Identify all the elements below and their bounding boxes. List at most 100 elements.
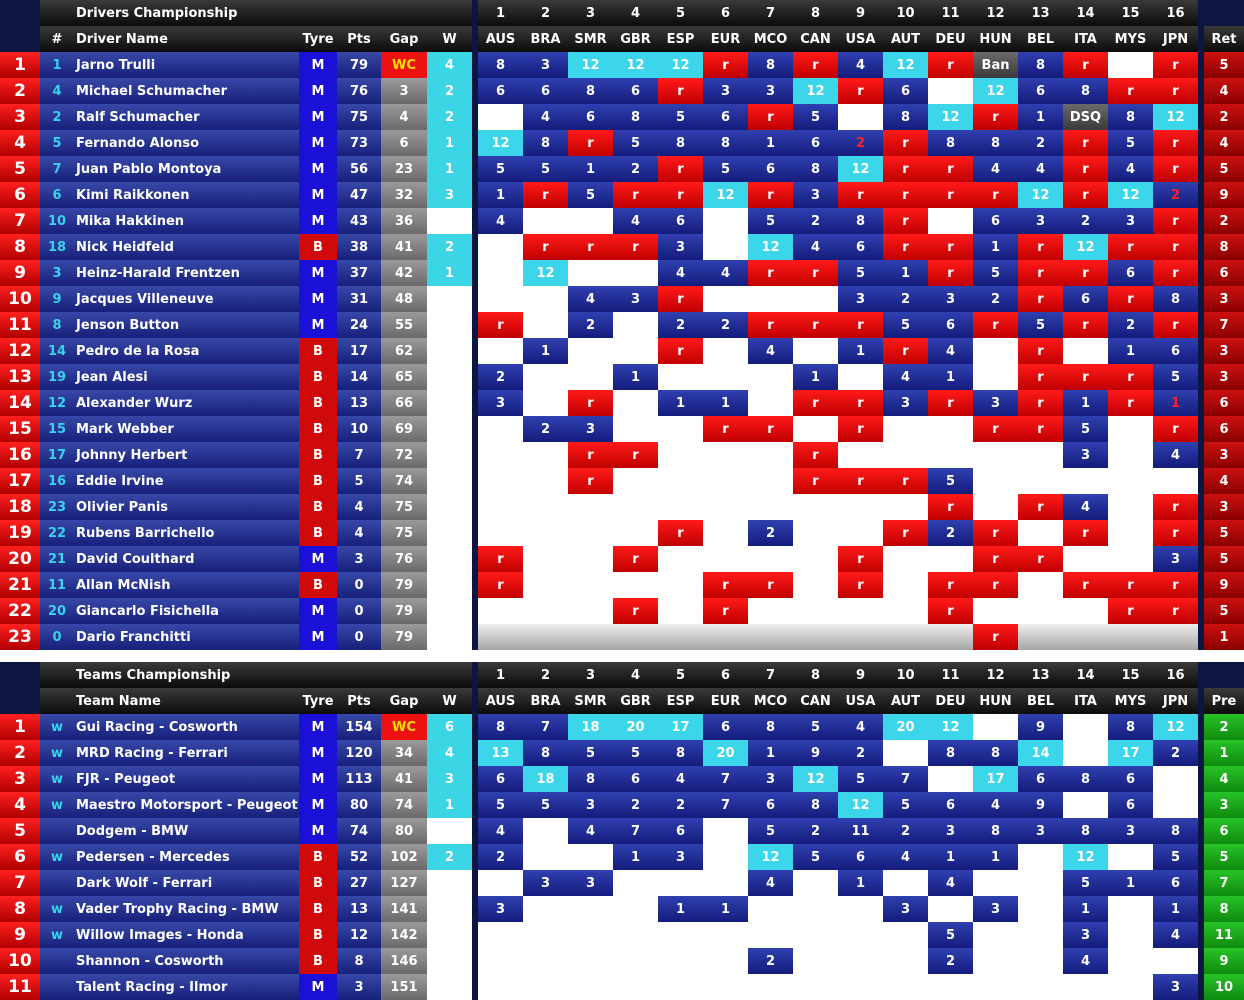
drivers-car-number: 12 <box>40 390 74 416</box>
drivers-race-result: 12 <box>613 52 658 78</box>
drivers-round-number: 10 <box>883 0 928 26</box>
drivers-name[interactable]: Fernando Alonso <box>74 130 299 156</box>
drivers-name[interactable]: Olivier Panis <box>74 494 299 520</box>
drivers-name[interactable]: Alexander Wurz <box>74 390 299 416</box>
teams-col-race-deu: DEU <box>928 688 973 714</box>
teams-race-result: 9 <box>1018 792 1063 818</box>
drivers-name[interactable]: Kimi Raikkonen <box>74 182 299 208</box>
teams-race-result: 1 <box>703 896 748 922</box>
teams-race-result <box>478 974 523 1000</box>
drivers-name[interactable]: Rubens Barrichello <box>74 520 299 546</box>
teams-race-result: 5 <box>793 844 838 870</box>
drivers-race-result <box>523 572 568 598</box>
teams-race-result: 8 <box>748 714 793 740</box>
drivers-name[interactable]: Michael Schumacher <box>74 78 299 104</box>
drivers-race-result <box>523 364 568 390</box>
teams-race-result <box>838 948 883 974</box>
teams-name[interactable]: Pedersen - Mercedes <box>74 844 299 870</box>
drivers-race-result <box>478 468 523 494</box>
teams-race-result: 12 <box>793 766 838 792</box>
drivers-name[interactable]: Mark Webber <box>74 416 299 442</box>
drivers-race-result: r <box>928 598 973 624</box>
teams-separator <box>1198 662 1204 1000</box>
drivers-name[interactable]: Johnny Herbert <box>74 442 299 468</box>
teams-race-result: 12 <box>748 844 793 870</box>
drivers-name[interactable]: Heinz-Harald Frentzen <box>74 260 299 286</box>
drivers-col-race-eur: EUR <box>703 26 748 52</box>
teams-name[interactable]: Shannon - Cosworth <box>74 948 299 974</box>
drivers-race-result: 4 <box>1108 156 1153 182</box>
drivers-race-result: 1 <box>703 390 748 416</box>
drivers-race-result <box>928 546 973 572</box>
drivers-name[interactable]: Allan McNish <box>74 572 299 598</box>
teams-col-race-bra: BRA <box>523 688 568 714</box>
drivers-race-result: 3 <box>703 78 748 104</box>
teams-name[interactable]: MRD Racing - Ferrari <box>74 740 299 766</box>
drivers-race-result: r <box>1153 520 1198 546</box>
drivers-race-result: r <box>658 520 703 546</box>
teams-race-result: 7 <box>613 818 658 844</box>
teams-tyre: M <box>299 792 337 818</box>
drivers-car-number: 23 <box>40 494 74 520</box>
drivers-points: 47 <box>337 182 381 208</box>
drivers-name[interactable]: Jean Alesi <box>74 364 299 390</box>
teams-race-result: 1 <box>613 844 658 870</box>
drivers-name[interactable]: Jenson Button <box>74 312 299 338</box>
drivers-tyre: B <box>299 572 337 598</box>
drivers-position: 23 <box>0 624 40 650</box>
teams-col-race-aut: AUT <box>883 688 928 714</box>
teams-race-result <box>1153 948 1198 974</box>
drivers-name[interactable]: David Coulthard <box>74 546 299 572</box>
teams-wins <box>427 922 472 948</box>
drivers-race-result <box>523 598 568 624</box>
drivers-name[interactable]: Nick Heidfeld <box>74 234 299 260</box>
teams-name[interactable]: Gui Racing - Cosworth <box>74 714 299 740</box>
drivers-name[interactable]: Eddie Irvine <box>74 468 299 494</box>
teams-name[interactable]: Talent Racing - Ilmor <box>74 974 299 1000</box>
teams-name[interactable]: Dark Wolf - Ferrari <box>74 870 299 896</box>
teams-race-result: 8 <box>1153 818 1198 844</box>
drivers-race-result: r <box>1108 78 1153 104</box>
drivers-race-result: 12 <box>1063 234 1108 260</box>
drivers-race-result: 3 <box>973 390 1018 416</box>
drivers-race-result: 6 <box>703 104 748 130</box>
teams-name[interactable]: Willow Images - Honda <box>74 922 299 948</box>
teams-race-result <box>883 870 928 896</box>
drivers-race-result <box>568 260 613 286</box>
drivers-race-result: 6 <box>1108 260 1153 286</box>
teams-col-race-ita: ITA <box>1063 688 1108 714</box>
drivers-race-result: 8 <box>1153 286 1198 312</box>
teams-points: 13 <box>337 896 381 922</box>
teams-name[interactable]: Maestro Motorsport - Peugeot <box>74 792 299 818</box>
drivers-race-result <box>703 468 748 494</box>
drivers-retirements: 6 <box>1204 416 1244 442</box>
drivers-name[interactable]: Ralf Schumacher <box>74 104 299 130</box>
drivers-name[interactable]: Jacques Villeneuve <box>74 286 299 312</box>
teams-race-result: 6 <box>658 818 703 844</box>
drivers-race-result: 5 <box>883 312 928 338</box>
drivers-name[interactable]: Jarno Trulli <box>74 52 299 78</box>
teams-wins <box>427 974 472 1000</box>
drivers-name[interactable]: Giancarlo Fisichella <box>74 598 299 624</box>
drivers-race-result: 5 <box>478 156 523 182</box>
drivers-points: 14 <box>337 364 381 390</box>
drivers-round-number: 7 <box>748 0 793 26</box>
drivers-tyre: M <box>299 78 337 104</box>
drivers-name[interactable]: Juan Pablo Montoya <box>74 156 299 182</box>
teams-name[interactable]: Vader Trophy Racing - BMW <box>74 896 299 922</box>
teams-race-result <box>658 974 703 1000</box>
drivers-race-result: 1 <box>568 156 613 182</box>
drivers-name[interactable]: Mika Hakkinen <box>74 208 299 234</box>
teams-name[interactable]: FJR - Peugeot <box>74 766 299 792</box>
teams-name[interactable]: Dodgem - BMW <box>74 818 299 844</box>
drivers-name[interactable]: Pedro de la Rosa <box>74 338 299 364</box>
drivers-race-result <box>613 572 658 598</box>
drivers-race-result: r <box>568 234 613 260</box>
drivers-race-result: 8 <box>973 130 1018 156</box>
drivers-race-result <box>568 520 613 546</box>
drivers-race-result: 6 <box>478 78 523 104</box>
teams-race-result: 17 <box>658 714 703 740</box>
drivers-race-result <box>658 364 703 390</box>
teams-col-name: Team Name <box>74 688 299 714</box>
drivers-name[interactable]: Dario Franchitti <box>74 624 299 650</box>
